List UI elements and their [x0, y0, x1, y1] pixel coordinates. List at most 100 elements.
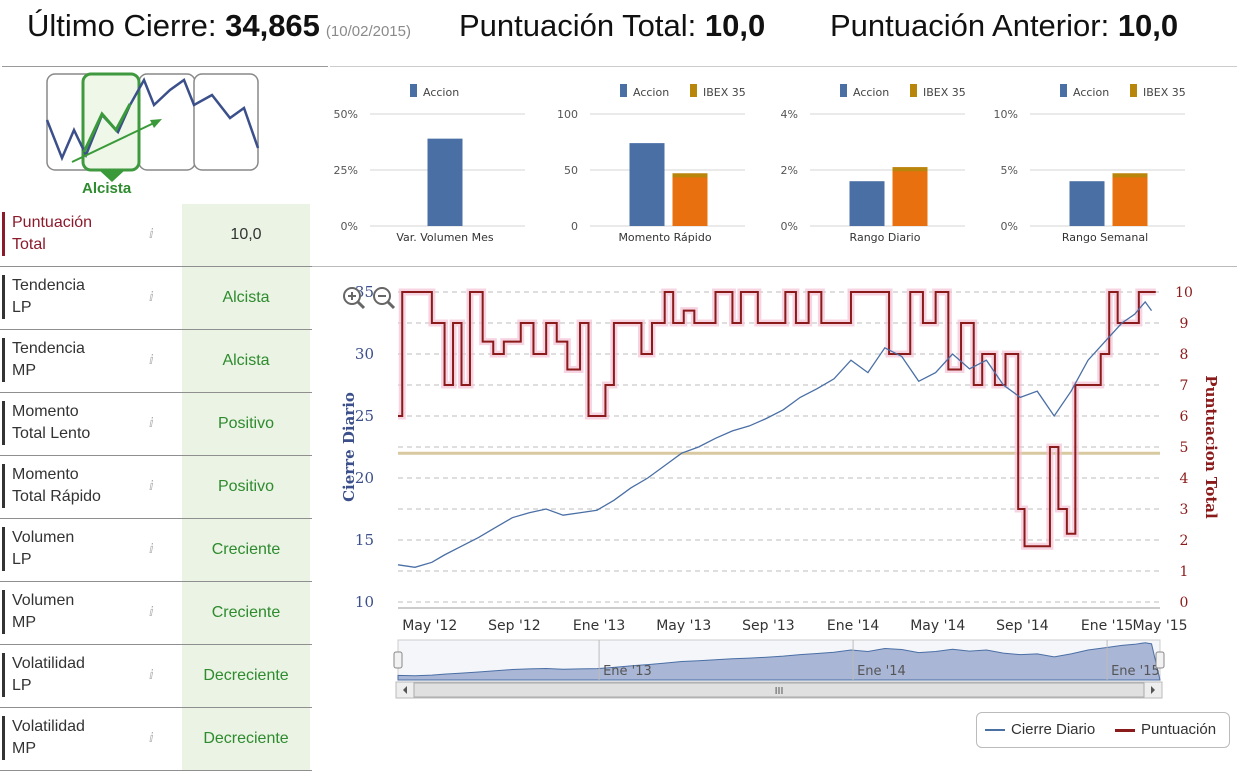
bar[interactable] — [629, 143, 665, 226]
x-tick-label: May '13 — [656, 618, 711, 634]
bar-chart-momento: 0 50 100 Accion IBEX 35 Momento Rápido — [540, 72, 760, 252]
y-tick-label: 0% — [341, 220, 358, 233]
info-icon[interactable]: ⅈ — [149, 478, 154, 493]
close-price-line[interactable] — [397, 300, 1153, 568]
row-label-line1: Momento — [12, 466, 79, 483]
score-row: Volatilidad MP ⅈ Decreciente — [0, 708, 312, 771]
bar[interactable] — [1112, 173, 1148, 226]
y-left-tick-label: 25 — [355, 407, 374, 425]
y-tick-label: 4% — [781, 108, 798, 121]
bar-chart-rango-semanal: 0% 5% 10% Accion IBEX 35 Rango Semanal — [980, 72, 1200, 252]
bar-cap — [672, 173, 708, 178]
bar[interactable] — [849, 181, 885, 226]
y-left-tick-label: 20 — [355, 469, 374, 487]
legend-label: Accion — [633, 86, 669, 99]
bar[interactable] — [672, 173, 708, 226]
y-tick-label: 100 — [557, 108, 578, 121]
scrollbar-thumb[interactable] — [413, 682, 1145, 698]
y-right-tick-label: 1 — [1180, 564, 1189, 580]
info-icon[interactable]: ⅈ — [149, 541, 154, 556]
row-value: Decreciente — [182, 708, 310, 770]
scroll-left-icon[interactable] — [403, 686, 407, 694]
score-line[interactable] — [398, 291, 1156, 548]
x-tick-label: Ene '15 — [1081, 618, 1133, 634]
row-label-line2: MP — [12, 362, 36, 379]
info-icon[interactable]: ⅈ — [149, 667, 154, 682]
bar[interactable] — [427, 138, 463, 226]
info-icon[interactable]: ⅈ — [149, 604, 154, 619]
mini-chart-svg: 0% 5% 10% Accion IBEX 35 Rango Semanal — [994, 84, 1186, 244]
score-line-halo — [398, 288, 1156, 550]
score-table: Puntuación Total ⅈ 10,0 Tendencia LP ⅈ Alcista T… — [0, 204, 312, 771]
legend-label: Accion — [853, 86, 889, 99]
bar-cap — [1112, 173, 1148, 178]
divider — [330, 66, 1237, 67]
row-value: Creciente — [182, 582, 310, 644]
zoom-in-icon[interactable] — [343, 287, 366, 310]
navigator-handle[interactable] — [393, 651, 403, 669]
legend-swatch — [1115, 728, 1135, 732]
x-tick-label: May '15 — [1132, 618, 1187, 634]
info-icon[interactable]: ⅈ — [149, 415, 154, 430]
bar[interactable] — [1069, 181, 1105, 226]
scroll-right-icon[interactable] — [1151, 686, 1155, 694]
navigator-handle[interactable] — [1155, 651, 1165, 669]
row-value: Alcista — [182, 330, 310, 392]
legend-item-cierre[interactable]: Cierre Diario — [985, 721, 1095, 738]
y-right-tick-label: 6 — [1180, 409, 1189, 425]
info-icon[interactable]: ⅈ — [149, 352, 154, 367]
row-label-line2: Total Lento — [12, 425, 91, 442]
chart-title: Rango Diario — [850, 231, 921, 244]
total-score: Puntuación Total: 10,0 — [459, 8, 765, 44]
y-tick-label: 0% — [1001, 220, 1018, 233]
row-label-line1: Puntuación — [12, 214, 93, 231]
y-tick-label: 2% — [781, 164, 798, 177]
row-label: Momento Total Lento — [2, 401, 142, 445]
y-tick-label: 5% — [1001, 164, 1018, 177]
legend-swatch — [410, 84, 417, 97]
y-right-tick-label: 10 — [1175, 285, 1193, 301]
y-right-axis-title: Puntuacion Total — [1202, 375, 1220, 519]
legend-label: IBEX 35 — [703, 86, 746, 99]
total-score-label: Puntuación Total: — [459, 8, 697, 43]
info-icon[interactable]: ⅈ — [149, 730, 154, 745]
row-value: Positivo — [182, 393, 310, 455]
bar[interactable] — [892, 167, 928, 226]
legend-swatch — [1130, 84, 1137, 97]
info-icon[interactable]: ⅈ — [149, 289, 154, 304]
row-value: Positivo — [182, 456, 310, 518]
legend-label: Puntuación — [1141, 721, 1217, 738]
row-label-line2: Total Rápido — [12, 488, 101, 505]
last-close-date: (10/02/2015) — [325, 23, 411, 40]
x-tick-label: May '14 — [910, 618, 965, 634]
y-right-tick-label: 9 — [1180, 316, 1189, 332]
info-icon[interactable]: ⅈ — [149, 226, 154, 241]
zoom-out-icon[interactable] — [373, 287, 396, 310]
legend-label: IBEX 35 — [923, 86, 966, 99]
legend-swatch — [1060, 84, 1067, 97]
row-label-line1: Tendencia — [12, 340, 85, 357]
y-left-axis-title: Cierre Diario — [340, 392, 358, 502]
chart-title: Var. Volumen Mes — [396, 231, 494, 244]
row-label: Puntuación Total — [2, 212, 142, 256]
legend-label: Cierre Diario — [1011, 721, 1096, 738]
legend-swatch — [620, 84, 627, 97]
y-tick-label: 50% — [334, 108, 358, 121]
score-row: Momento Total Lento ⅈ Positivo — [0, 393, 312, 456]
y-tick-label: 10% — [994, 108, 1018, 121]
chart-title: Rango Semanal — [1062, 231, 1148, 244]
row-value: Alcista — [182, 267, 310, 329]
score-row: Volumen LP ⅈ Creciente — [0, 519, 312, 582]
y-left-tick-label: 15 — [355, 531, 374, 549]
mini-chart-svg: 0% 2% 4% Accion IBEX 35 Rango Diario — [781, 84, 966, 244]
legend-item-puntuacion[interactable]: Puntuación — [1115, 721, 1216, 738]
x-tick-label: May '12 — [402, 618, 457, 634]
y-right-tick-label: 7 — [1180, 378, 1189, 394]
legend-swatch — [840, 84, 847, 97]
y-right-tick-label: 3 — [1180, 502, 1189, 518]
last-close-label: Último Cierre: — [27, 8, 217, 43]
score-row: Momento Total Rápido ⅈ Positivo — [0, 456, 312, 519]
last-close-value: 34,865 — [225, 8, 320, 43]
x-tick-label: Ene '13 — [573, 618, 625, 634]
